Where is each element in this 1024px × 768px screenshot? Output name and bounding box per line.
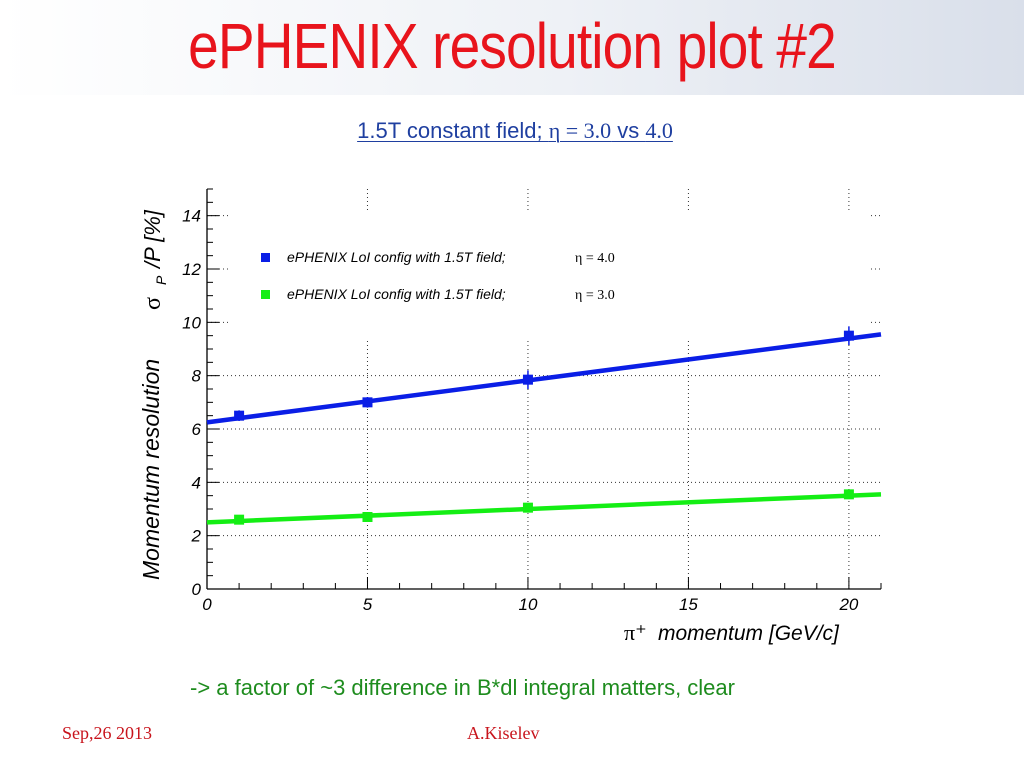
legend-box	[230, 213, 870, 338]
data-point	[522, 374, 533, 385]
legend-label: ePHENIX LoI config with 1.5T field;	[287, 286, 506, 302]
conclusion-note: -> a factor of ~3 difference in B*dl int…	[190, 675, 735, 700]
subtitle-eta-value: η = 3.0	[548, 118, 612, 143]
legend-eta-label: η = 3.0	[575, 288, 615, 303]
data-point	[234, 410, 245, 421]
x-tick-label: 5	[363, 595, 373, 614]
data-point	[362, 512, 373, 522]
legend-label: ePHENIX LoI config with 1.5T field;	[287, 249, 506, 265]
legend-eta-label: η = 4.0	[575, 251, 615, 266]
x-tick-label: 20	[838, 595, 858, 614]
subtitle-vs: vs	[611, 118, 646, 143]
footer-author: A.Kiselev	[467, 723, 540, 743]
y-tick-label: 4	[192, 473, 201, 492]
legend-marker	[261, 253, 270, 262]
data-point	[234, 514, 245, 525]
y-tick-label: 14	[182, 207, 201, 226]
y-axis-title: Momentum resolution	[138, 359, 164, 580]
fit-line	[206, 492, 882, 525]
x-tick-label: 15	[679, 595, 698, 614]
y-tick-label: 12	[182, 260, 201, 279]
chart-subtitle: 1.5T constant field; η = 3.0 vs 4.0	[0, 118, 1024, 144]
y-axis-subscript: P	[153, 275, 169, 285]
x-axis-title: momentum [GeV/c]	[658, 622, 840, 645]
data-point	[843, 330, 854, 341]
x-tick-label: 10	[518, 595, 537, 614]
subtitle-prefix: 1.5T constant field;	[357, 118, 549, 143]
footer-date: Sep,26 2013	[62, 723, 152, 743]
subtitle-eta-value-2: 4.0	[645, 118, 673, 143]
slide-title: ePHENIX resolution plot #2	[188, 10, 837, 82]
y-tick-label: 6	[192, 420, 202, 439]
legend-marker	[261, 290, 270, 299]
x-axis-symbol: π⁺	[624, 620, 647, 645]
data-point	[362, 397, 373, 408]
data-point	[522, 502, 533, 513]
data-point	[843, 489, 854, 500]
y-tick-label: 2	[191, 527, 202, 546]
fit-line	[206, 332, 882, 425]
y-tick-label: 10	[182, 313, 201, 332]
y-axis-unit: /P [%]	[140, 209, 165, 270]
y-tick-label: 8	[192, 367, 202, 386]
y-tick-label: 0	[192, 580, 202, 599]
y-axis-sigma: σ	[140, 297, 166, 310]
header-band	[0, 0, 1024, 95]
x-tick-label: 0	[202, 595, 212, 614]
